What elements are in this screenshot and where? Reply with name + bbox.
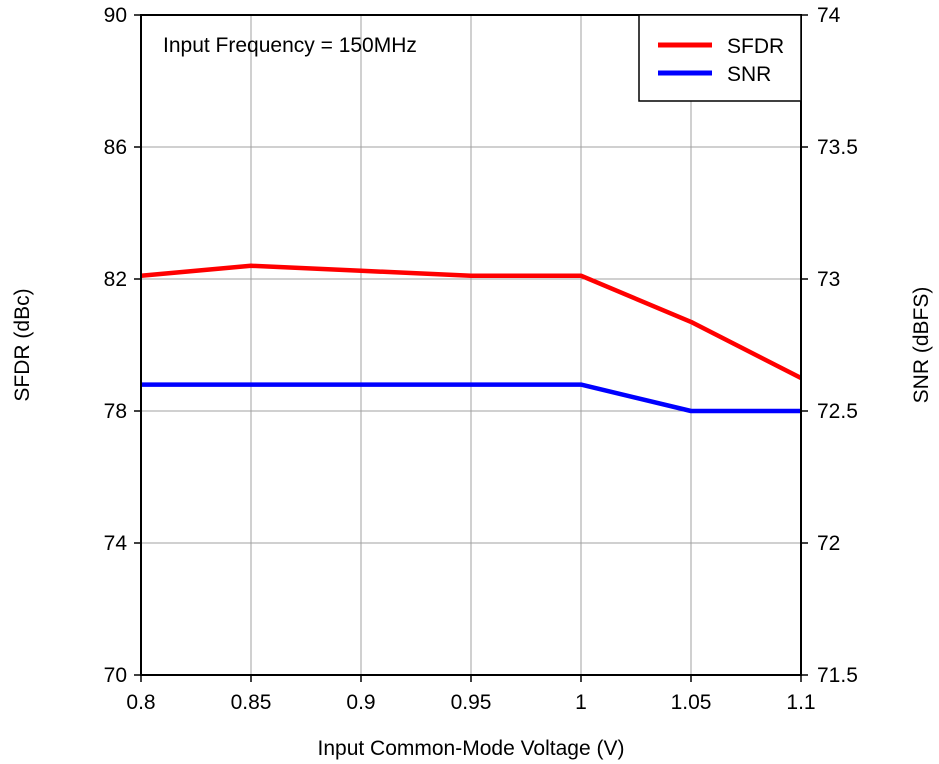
x-tick-label: 0.9 <box>346 691 375 714</box>
x-tick-label: 1.1 <box>786 691 815 714</box>
legend-label-sfdr: SFDR <box>727 35 784 58</box>
y-right-tick-label: 74 <box>817 4 841 27</box>
ticks <box>134 14 808 682</box>
y-left-tick-label: 78 <box>104 400 127 423</box>
y-axis-label-right: SNR (dBFS) <box>910 287 933 404</box>
legend: SFDR SNR <box>638 14 802 102</box>
y-right-tick-label: 73 <box>817 268 840 291</box>
y-left-tick-label: 86 <box>104 136 127 159</box>
y-right-tick-label: 73.5 <box>817 136 858 159</box>
annotation-text: Input Frequency = 150MHz <box>163 34 417 57</box>
y-right-tick-label: 71.5 <box>817 664 858 687</box>
x-tick-label: 0.8 <box>126 691 155 714</box>
y-right-tick-label: 72 <box>817 532 840 555</box>
legend-label-snr: SNR <box>727 63 771 86</box>
x-tick-label: 1.05 <box>671 691 712 714</box>
x-axis-label: Input Common-Mode Voltage (V) <box>318 737 625 760</box>
y-left-tick-label: 82 <box>104 268 127 291</box>
y-left-tick-label: 74 <box>104 532 128 555</box>
x-tick-label: 0.95 <box>451 691 492 714</box>
y-left-tick-label: 70 <box>104 664 127 687</box>
tick-labels: 0.8 0.85 0.9 0.95 1 1.05 1.1 70 74 78 82 86 90 71.5 72… <box>104 4 858 714</box>
y-axis-label-left: SFDR (dBc) <box>11 288 34 401</box>
x-tick-label: 1 <box>575 691 587 714</box>
legend-box <box>638 14 802 102</box>
y-left-tick-label: 90 <box>104 4 127 27</box>
x-tick-label: 0.85 <box>231 691 272 714</box>
y-right-tick-label: 72.5 <box>817 400 858 423</box>
